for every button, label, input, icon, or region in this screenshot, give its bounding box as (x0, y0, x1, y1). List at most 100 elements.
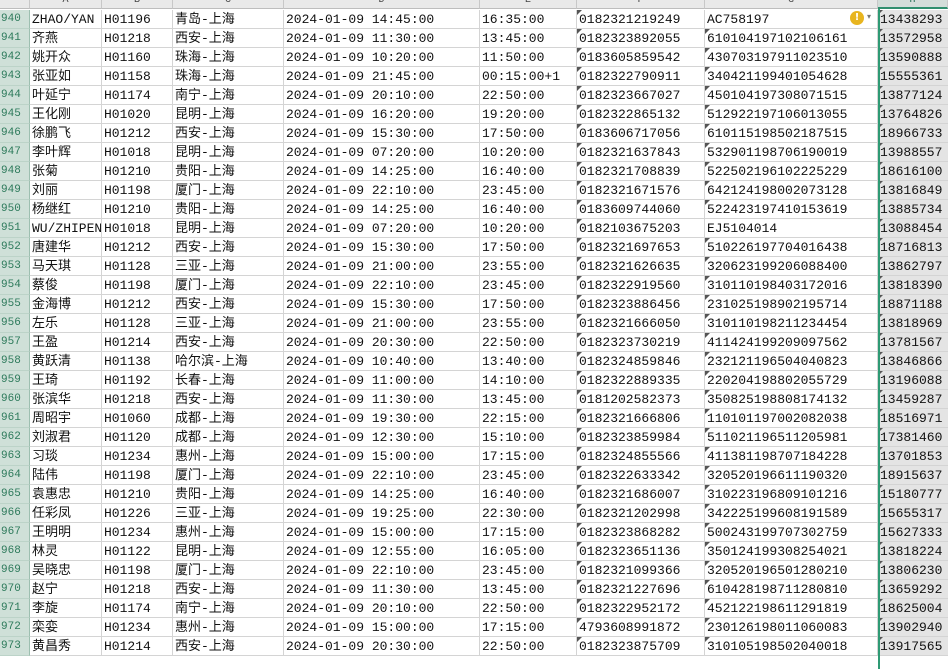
cell-h[interactable]: 18516971 (878, 409, 948, 428)
cell-b[interactable]: H01234 (102, 618, 173, 637)
cell-h[interactable]: 13659292 (878, 580, 948, 599)
cell-a[interactable]: 王琦 (30, 371, 102, 390)
cell-d[interactable]: 2024-01-09 14:25:00 (284, 200, 480, 219)
column-header-d[interactable]: D (284, 0, 480, 9)
cell-f[interactable]: 4793608991872 (577, 618, 705, 637)
row-header[interactable]: 946 (0, 124, 30, 143)
cell-g[interactable]: 342225199608191589 (705, 504, 878, 523)
cell-h[interactable]: 13846866 (878, 352, 948, 371)
cell-f[interactable]: 0182323651136 (577, 542, 705, 561)
cell-h[interactable]: 13877124 (878, 86, 948, 105)
cell-a[interactable]: 栾娈 (30, 618, 102, 637)
cell-e[interactable]: 17:50:00 (480, 238, 577, 257)
row-header[interactable]: 942 (0, 48, 30, 67)
cell-b[interactable]: H01174 (102, 599, 173, 618)
cell-c[interactable]: 厦门-上海 (173, 561, 284, 580)
cell-e[interactable]: 10:20:00 (480, 143, 577, 162)
cell-e[interactable]: 23:45:00 (480, 561, 577, 580)
cell-e[interactable]: 13:40:00 (480, 352, 577, 371)
cell-e[interactable]: 17:15:00 (480, 447, 577, 466)
cell-e[interactable]: 11:50:00 (480, 48, 577, 67)
cell-a[interactable]: 张亚如 (30, 67, 102, 86)
cell-a[interactable]: 袁惠忠 (30, 485, 102, 504)
cell-b[interactable]: H01020 (102, 105, 173, 124)
cell-g[interactable]: 512922197106013055 (705, 105, 878, 124)
cell-e[interactable]: 15:10:00 (480, 428, 577, 447)
cell-d[interactable]: 2024-01-09 22:10:00 (284, 561, 480, 580)
cell-d[interactable]: 2024-01-09 19:30:00 (284, 409, 480, 428)
cell-h[interactable]: 18871188 (878, 295, 948, 314)
cell-g[interactable]: 610104197102106161 (705, 29, 878, 48)
cell-e[interactable]: 13:45:00 (480, 29, 577, 48)
cell-e[interactable]: 19:20:00 (480, 105, 577, 124)
column-header-c[interactable]: C (173, 0, 284, 9)
cell-h[interactable]: 13818224 (878, 542, 948, 561)
cell-a[interactable]: 王盈 (30, 333, 102, 352)
cell-f[interactable]: 0182321708839 (577, 162, 705, 181)
cell-h[interactable]: 17381460 (878, 428, 948, 447)
cell-a[interactable]: 黄昌秀 (30, 637, 102, 656)
cell-d[interactable]: 2024-01-09 21:45:00 (284, 67, 480, 86)
cell-c[interactable]: 珠海-上海 (173, 48, 284, 67)
cell-f[interactable]: 0182321697653 (577, 238, 705, 257)
cell-b[interactable]: H01218 (102, 29, 173, 48)
cell-d[interactable]: 2024-01-09 20:30:00 (284, 637, 480, 656)
row-header[interactable]: 958 (0, 352, 30, 371)
cell-d[interactable]: 2024-01-09 20:10:00 (284, 599, 480, 618)
cell-g[interactable]: 522502196102225229 (705, 162, 878, 181)
cell-c[interactable]: 惠州-上海 (173, 523, 284, 542)
cell-c[interactable]: 南宁-上海 (173, 599, 284, 618)
row-header[interactable]: 944 (0, 86, 30, 105)
row-header[interactable]: 947 (0, 143, 30, 162)
cell-g[interactable]: 452122198611291819 (705, 599, 878, 618)
cell-a[interactable]: 陆伟 (30, 466, 102, 485)
cell-g[interactable]: 642124198002073128 (705, 181, 878, 200)
cell-a[interactable]: 齐燕 (30, 29, 102, 48)
cell-g[interactable]: 500243199707302759 (705, 523, 878, 542)
cell-f[interactable]: 0183606717056 (577, 124, 705, 143)
cell-g[interactable]: 230126198011060083 (705, 618, 878, 637)
cell-a[interactable]: 周昭宇 (30, 409, 102, 428)
cell-g[interactable]: 350825198808174132 (705, 390, 878, 409)
cell-d[interactable]: 2024-01-09 16:20:00 (284, 105, 480, 124)
cell-e[interactable]: 23:45:00 (480, 466, 577, 485)
cell-c[interactable]: 西安-上海 (173, 238, 284, 257)
cell-b[interactable]: H01212 (102, 238, 173, 257)
cell-a[interactable]: 赵宁 (30, 580, 102, 599)
cell-e[interactable]: 13:45:00 (480, 390, 577, 409)
cell-c[interactable]: 成都-上海 (173, 428, 284, 447)
cell-d[interactable]: 2024-01-09 20:10:00 (284, 86, 480, 105)
cell-b[interactable]: H01198 (102, 181, 173, 200)
cell-e[interactable]: 16:05:00 (480, 542, 577, 561)
cell-b[interactable]: H01234 (102, 523, 173, 542)
cell-h[interactable]: 13572958 (878, 29, 948, 48)
row-header[interactable]: 961 (0, 409, 30, 428)
cell-a[interactable]: 林灵 (30, 542, 102, 561)
cell-b[interactable]: H01120 (102, 428, 173, 447)
cell-c[interactable]: 青岛-上海 (173, 10, 284, 29)
cell-c[interactable]: 南宁-上海 (173, 86, 284, 105)
row-header[interactable]: 960 (0, 390, 30, 409)
cell-a[interactable]: 叶延宁 (30, 86, 102, 105)
cell-b[interactable]: H01196 (102, 10, 173, 29)
cell-f[interactable]: 0182103675203 (577, 219, 705, 238)
cell-e[interactable]: 23:55:00 (480, 314, 577, 333)
cell-e[interactable]: 23:55:00 (480, 257, 577, 276)
cell-a[interactable]: ZHAO/YAN (30, 10, 102, 29)
cell-h[interactable]: 18915637 (878, 466, 948, 485)
cell-g[interactable]: 450104197308071515 (705, 86, 878, 105)
row-header[interactable]: 969 (0, 561, 30, 580)
cell-b[interactable]: H01128 (102, 257, 173, 276)
cell-g[interactable]: 320520196611190320 (705, 466, 878, 485)
cell-b[interactable]: H01128 (102, 314, 173, 333)
cell-d[interactable]: 2024-01-09 10:40:00 (284, 352, 480, 371)
column-header-h[interactable]: H (878, 0, 948, 9)
cell-b[interactable]: H01160 (102, 48, 173, 67)
cell-e[interactable]: 22:50:00 (480, 333, 577, 352)
cell-g[interactable]: 310110198211234454 (705, 314, 878, 333)
row-header[interactable]: 968 (0, 542, 30, 561)
cell-e[interactable]: 00:15:00+1 (480, 67, 577, 86)
cell-g[interactable]: 340421199401054628 (705, 67, 878, 86)
column-header-b[interactable]: B (102, 0, 173, 9)
cell-c[interactable]: 西安-上海 (173, 390, 284, 409)
